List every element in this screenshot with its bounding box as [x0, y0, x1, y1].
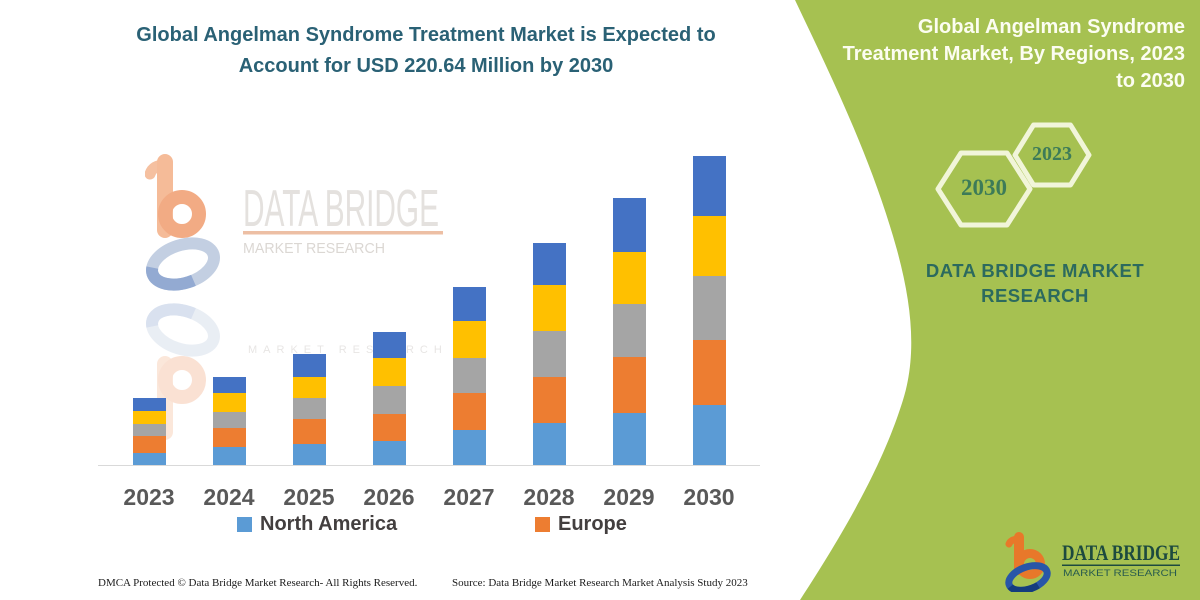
hexagon-2023-label: 2023: [1032, 143, 1072, 165]
watermark-brand-text: DATA BRIDGE: [243, 180, 439, 238]
logo-d-ellipse-dark-arc: [1005, 562, 1051, 592]
bar-2027-segment-north-america: [452, 430, 486, 465]
bar-2028-segment-unlabeled-series-5: [532, 243, 566, 285]
bar-2026-segment-unlabeled-series-3: [372, 386, 406, 414]
bar-2028-segment-north-america: [532, 423, 566, 465]
side-panel-brand-line-2: RESEARCH: [981, 285, 1089, 306]
bar-2029-segment-unlabeled-series-5: [612, 198, 646, 252]
bar-2024-segment-north-america: [212, 447, 246, 465]
bar-2025: [292, 354, 326, 465]
bar-2026-segment-north-america: [372, 441, 406, 465]
bar-2023-segment-unlabeled-series-3: [132, 424, 166, 436]
bar-2027: [452, 287, 486, 465]
x-axis-label-2023: 2023: [123, 484, 175, 510]
bar-2024: [212, 377, 246, 465]
bar-2026: [372, 332, 406, 465]
x-axis-label-2026: 2026: [363, 484, 415, 510]
watermark-underline: [243, 231, 443, 235]
bar-2026-segment-europe: [372, 414, 406, 441]
legend-label-europe: Europe: [558, 513, 627, 535]
side-panel-heading: Global Angelman Syndrome Treatment Marke…: [840, 14, 1185, 95]
watermark-databridge-logo: [145, 154, 225, 442]
x-axis-label-2025: 2025: [283, 484, 335, 510]
bar-2026-segment-unlabeled-series-4: [372, 358, 406, 386]
legend-item-europe: Europe: [535, 513, 627, 536]
bar-2023: [132, 398, 166, 465]
bar-2026-segment-unlabeled-series-5: [372, 332, 406, 358]
x-axis-label-2028: 2028: [523, 484, 575, 510]
bar-2024-segment-unlabeled-series-3: [212, 412, 246, 428]
bar-2027-segment-unlabeled-series-3: [452, 358, 486, 393]
x-axis-label-2024: 2024: [203, 484, 255, 510]
x-axis-label-2027: 2027: [443, 484, 495, 510]
bar-2030-segment-europe: [692, 340, 726, 405]
logo-underline: [1062, 564, 1180, 566]
bar-2029-segment-unlabeled-series-3: [612, 304, 646, 357]
bar-2029-segment-unlabeled-series-4: [612, 252, 646, 304]
watermark-b-bowl: [158, 190, 206, 238]
watermark-text-block: DATA BRIDGE MARKET RESEARCH: [243, 180, 443, 257]
bar-2023-segment-europe: [132, 436, 166, 453]
bar-2023-segment-north-america: [132, 453, 166, 465]
bar-2030-segment-unlabeled-series-5: [692, 156, 726, 216]
bar-2027-segment-europe: [452, 393, 486, 430]
legend-swatch-europe: [535, 517, 550, 532]
bar-2025-segment-unlabeled-series-3: [292, 398, 326, 419]
bar-2028: [532, 243, 566, 465]
side-panel-brand-text: DATA BRIDGE MARKET RESEARCH: [905, 258, 1165, 308]
bar-2029-segment-europe: [612, 357, 646, 413]
title-line-1: Global Angelman Syndrome Treatment Marke…: [136, 24, 716, 46]
page-title: Global Angelman Syndrome Treatment Marke…: [80, 20, 772, 82]
bar-2024-segment-europe: [212, 428, 246, 447]
bar-2025-segment-unlabeled-series-5: [292, 354, 326, 377]
logo-brand-text: DATA BRIDGE: [1062, 540, 1180, 565]
x-axis-line: [98, 465, 760, 466]
side-panel-heading-line-2: Treatment Market, By Regions, 2023: [842, 43, 1185, 65]
bar-2029: [612, 198, 646, 465]
bar-2028-segment-unlabeled-series-3: [532, 331, 566, 377]
bar-2027-segment-unlabeled-series-5: [452, 287, 486, 321]
watermark-sub-text: MARKET RESEARCH: [243, 240, 385, 257]
title-line-2: Account for USD 220.64 Million by 2030: [238, 55, 614, 77]
legend-label-north-america: North America: [260, 513, 398, 535]
bar-2027-segment-unlabeled-series-4: [452, 321, 486, 358]
bar-2030-segment-unlabeled-series-4: [692, 216, 726, 276]
hexagon-2030: [935, 150, 1033, 228]
side-panel-heading-line-3: to 2030: [1116, 70, 1185, 92]
bar-2030-segment-north-america: [692, 405, 726, 465]
footer-source: Source: Data Bridge Market Research Mark…: [452, 577, 748, 589]
bar-2030-segment-unlabeled-series-3: [692, 276, 726, 340]
bar-2025-segment-europe: [292, 419, 326, 444]
hexagon-2030-label: 2030: [961, 175, 1007, 200]
bar-2023-segment-unlabeled-series-4: [132, 411, 166, 424]
x-axis-label-2029: 2029: [603, 484, 655, 510]
side-panel-brand-line-1: DATA BRIDGE MARKET: [925, 260, 1145, 281]
year-hexagons: [935, 122, 1092, 228]
side-panel-heading-line-1: Global Angelman Syndrome: [917, 16, 1185, 38]
bar-2024-segment-unlabeled-series-4: [212, 393, 246, 412]
bar-2025-segment-north-america: [292, 444, 326, 465]
bar-2028-segment-unlabeled-series-4: [532, 285, 566, 331]
legend-item-north-america: North America: [237, 513, 397, 536]
bar-2029-segment-north-america: [612, 413, 646, 465]
footer-copyright: DMCA Protected © Data Bridge Market Rese…: [98, 577, 418, 589]
watermark-faint-text: MARKET RESEARCH: [248, 344, 448, 356]
legend-swatch-north-america: [237, 517, 252, 532]
bar-2028-segment-europe: [532, 377, 566, 423]
x-axis-label-2030: 2030: [683, 484, 735, 510]
bar-2024-segment-unlabeled-series-5: [212, 377, 246, 393]
hexagon-2023: [1012, 122, 1092, 188]
watermark-d-ellipse-dark-arc: [146, 237, 220, 291]
bar-2025-segment-unlabeled-series-4: [292, 377, 326, 398]
bar-2030: [692, 156, 726, 465]
bar-2023-segment-unlabeled-series-5: [132, 398, 166, 411]
databridge-logo: DATA BRIDGE MARKET RESEARCH: [1005, 532, 1180, 592]
logo-sub-text: MARKET RESEARCH: [1063, 568, 1177, 578]
